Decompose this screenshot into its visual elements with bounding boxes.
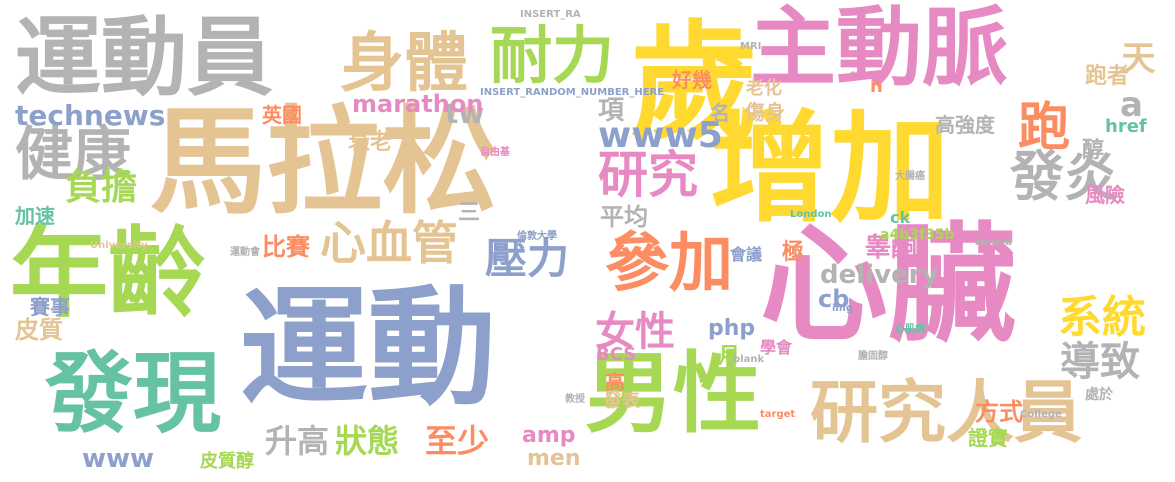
word-amp: amp [522, 423, 576, 448]
word-state: 狀態 [335, 422, 400, 460]
word-at-least: 至少 [425, 422, 490, 460]
word-male: 男性 [585, 342, 762, 445]
word-cause: 導致 [1060, 339, 1140, 385]
word-ck: ck [890, 208, 911, 227]
word-competition: 比賽 [262, 233, 310, 261]
word-inflammation: 發炎 [1010, 145, 1118, 208]
word-item: 項 [598, 96, 625, 126]
word-age: 年齡 [10, 217, 207, 331]
word-cortisol: 皮質醇 [200, 451, 254, 472]
word-cardiovascular: 心血管 [320, 216, 458, 270]
word-zoneid: zoneid [975, 237, 1013, 248]
word-rise: 升高 [265, 422, 330, 460]
word-target: target [760, 409, 796, 420]
word-university: University [90, 240, 148, 251]
word-average: 平均 [600, 203, 648, 231]
word-increase: 增加 [710, 100, 950, 239]
word-old-age: 老化 [746, 78, 782, 99]
word-event: 賽事 [30, 295, 70, 319]
word-endurance: 耐力 [490, 19, 615, 92]
word-professor: 教授 [565, 394, 585, 405]
word-month: 月 [718, 344, 741, 369]
word-london: London [790, 209, 832, 220]
word-health: 健康 [15, 120, 132, 188]
word-high: 高 [605, 370, 625, 394]
word-college: College [1020, 409, 1062, 420]
word-cholesterol: 膽固醇 [858, 351, 888, 362]
word-age-years: 歲 [630, 9, 759, 158]
word-sports-meet: 運動會 [230, 247, 260, 258]
word-technews: technews [15, 99, 166, 132]
word-pressure: 壓力 [485, 234, 570, 283]
word-system: 系統 [1058, 292, 1146, 343]
word-colon-cancer: 大腸癌 [895, 171, 925, 182]
word-name: 名 [710, 101, 730, 125]
word-href: href [1105, 116, 1147, 137]
word-runner: 跑者 [1085, 64, 1130, 89]
word-day: 天 [1115, 40, 1155, 74]
word-female: 女性 [595, 309, 675, 355]
word-php: php [708, 316, 756, 341]
word-burden: 負擔 [65, 167, 138, 208]
word-cb: cb [818, 285, 850, 313]
word-extreme: 極 [782, 240, 805, 265]
word-accelerate: 加速 [15, 204, 55, 228]
word-participate: 參加 [605, 227, 733, 301]
word-tw: tw [445, 97, 485, 130]
word-free-radical: 自由基 [480, 147, 510, 158]
word-run: 跑 [1018, 98, 1071, 158]
word-n: n [870, 76, 883, 97]
word-delivery: delivery [820, 260, 939, 290]
word-a4b3f35b: a4b3f35b [880, 227, 955, 243]
word-a: a [1120, 85, 1143, 125]
word-method: 方式 [975, 398, 1023, 426]
word-high-intensity: 高強度 [935, 113, 995, 137]
word-conference: 會議 [730, 245, 763, 264]
word-www5-visible: www5 [598, 115, 723, 156]
word-aging: 衰老 [348, 130, 393, 155]
word-alcohol: 醇 [1082, 138, 1105, 163]
word-researchers: 研究人員 [810, 374, 1083, 453]
word-marathon-en: marathon [352, 90, 484, 118]
word-publish: 發表 [604, 391, 640, 412]
word-img: img [832, 303, 854, 314]
word-several: 好幾 [672, 68, 712, 92]
word-heart: 心臟 [760, 211, 1017, 360]
word-hurt-body: 傷身 [745, 100, 785, 124]
word-cardiomyopathy: 心肌病 [895, 324, 925, 335]
word-risk: 風險 [1085, 183, 1125, 207]
word-men: men [527, 446, 581, 471]
word-cortex: 皮質 [15, 316, 63, 344]
word-www: www [82, 444, 155, 474]
word-insert-random: INSERT_RANDOM_NUMBER_HERE [480, 87, 665, 98]
word-in: 處於 [1085, 387, 1113, 403]
word-research: 研究 [598, 146, 698, 204]
word-src: src [850, 69, 867, 80]
word-uk: 英國 [262, 103, 302, 127]
word-insert-ra: INSERT_RA [520, 9, 581, 20]
word-body: 身體 [340, 27, 468, 101]
word-confirm: 證實 [968, 426, 1008, 450]
word-mri: MRI [740, 41, 762, 52]
word-bcs: BCS [596, 344, 637, 365]
word-testosterone: 睾酮 [865, 233, 918, 263]
word-ucl: 倫敦大學 [517, 231, 557, 242]
word-society: 學會 [760, 338, 793, 357]
word-aorta: 主動脈 [750, 0, 1008, 98]
word-discover: 發現 [45, 342, 222, 445]
word-exercise: 運動 [240, 274, 497, 423]
word-marathon-zh: 馬拉松 [150, 95, 498, 230]
word-three: 三 [454, 200, 479, 222]
word-blank: _blank [728, 354, 765, 365]
word-athlete: 運動員 [15, 8, 273, 108]
